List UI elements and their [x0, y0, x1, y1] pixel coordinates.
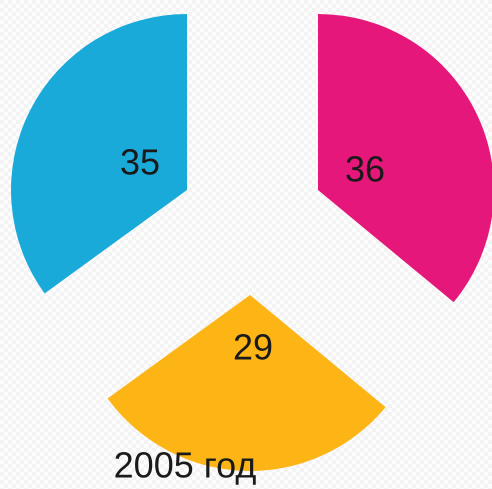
pie-slice	[107, 295, 386, 471]
data-label: 36	[345, 149, 385, 190]
pie-slice	[318, 14, 492, 303]
pie: 36 29 35	[11, 14, 492, 471]
pie-slice	[11, 14, 187, 294]
data-label: 35	[120, 142, 160, 183]
data-label: 29	[233, 327, 273, 368]
chart-title: 2005 год	[114, 445, 257, 486]
